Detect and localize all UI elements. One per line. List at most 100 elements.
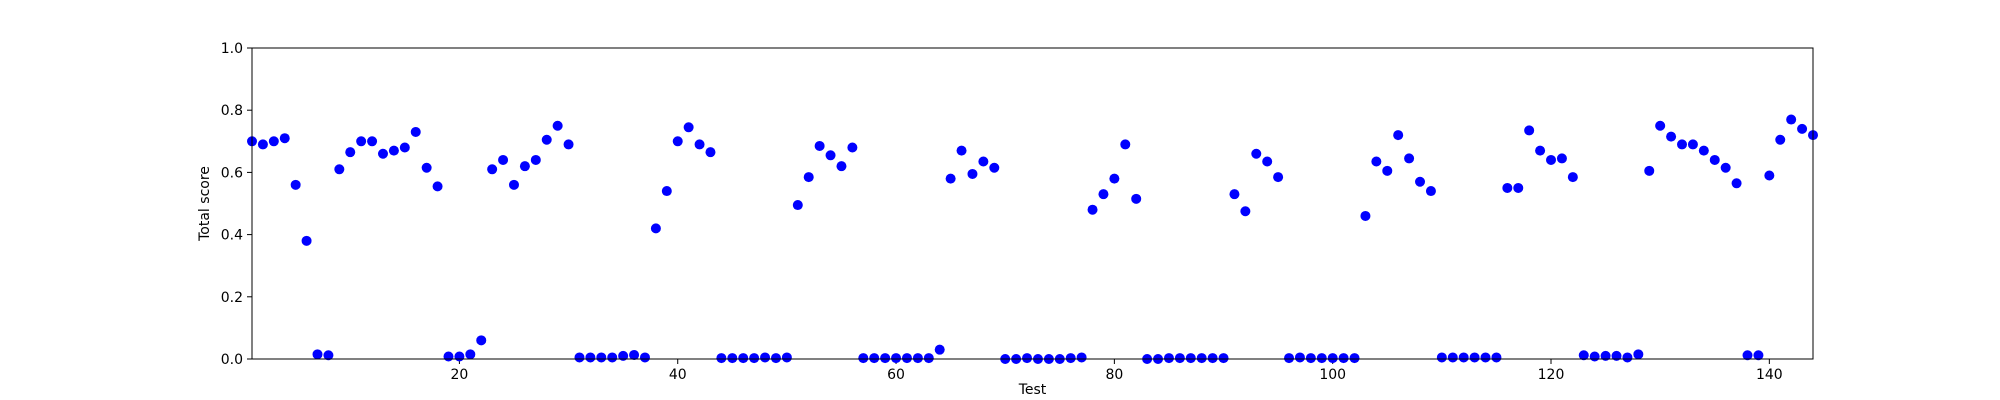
y-tick-label: 0.4 <box>221 228 243 244</box>
data-point <box>803 172 814 183</box>
data-point <box>356 136 367 147</box>
data-point <box>1338 353 1349 364</box>
data-point <box>443 351 454 362</box>
data-point <box>912 353 923 364</box>
data-point <box>716 353 727 364</box>
data-point <box>1251 148 1262 159</box>
data-point <box>1229 189 1240 200</box>
data-point <box>858 353 869 364</box>
data-point <box>661 186 672 197</box>
data-point <box>607 352 618 363</box>
data-point <box>1120 139 1131 150</box>
data-point <box>1273 172 1284 183</box>
data-point <box>1524 125 1535 136</box>
data-point <box>1513 182 1524 193</box>
data-point <box>1240 206 1251 217</box>
data-point <box>1185 353 1196 364</box>
data-point <box>760 352 771 363</box>
data-point <box>1687 139 1698 150</box>
data-point <box>596 352 607 363</box>
y-tick-label: 1.0 <box>221 41 243 57</box>
data-point <box>1709 154 1720 165</box>
data-point <box>301 235 312 246</box>
x-axis-ticks: 20 40 60 80 100 120 140 <box>450 359 1783 383</box>
data-point <box>519 161 530 172</box>
data-point <box>1316 353 1327 364</box>
data-point <box>530 154 541 165</box>
data-point <box>1284 353 1295 364</box>
data-point <box>749 353 760 364</box>
data-point <box>268 136 279 147</box>
data-point <box>388 145 399 156</box>
data-point <box>1535 145 1546 156</box>
data-point <box>563 139 574 150</box>
data-point <box>1349 353 1360 364</box>
data-point <box>257 139 268 150</box>
data-point <box>1797 123 1808 134</box>
data-point <box>847 142 858 153</box>
data-point <box>1360 210 1371 221</box>
data-point <box>978 156 989 167</box>
x-tick-label: 120 <box>1538 367 1565 383</box>
data-point <box>814 140 825 151</box>
data-point <box>1087 204 1098 215</box>
data-point <box>1480 352 1491 363</box>
data-point <box>1305 353 1316 364</box>
data-point <box>1109 173 1120 184</box>
data-point <box>1546 154 1557 165</box>
data-point <box>1611 350 1622 361</box>
data-point <box>956 145 967 156</box>
data-point <box>1567 172 1578 183</box>
data-point <box>825 150 836 161</box>
data-point <box>574 352 585 363</box>
data-point <box>1764 170 1775 181</box>
data-point <box>945 173 956 184</box>
data-point <box>1742 350 1753 361</box>
data-point <box>880 353 891 364</box>
data-point <box>618 350 629 361</box>
data-point <box>399 142 410 153</box>
data-point <box>1600 350 1611 361</box>
x-axis-label: Test <box>1018 382 1047 398</box>
data-point <box>901 353 912 364</box>
data-point <box>367 136 378 147</box>
data-point <box>377 148 388 159</box>
data-point <box>1131 193 1142 204</box>
data-point <box>650 223 661 234</box>
data-point <box>454 351 465 362</box>
data-point <box>629 349 640 360</box>
x-tick-label: 60 <box>887 367 905 383</box>
data-point <box>672 136 683 147</box>
data-point <box>1502 182 1513 193</box>
x-tick-label: 80 <box>1105 367 1123 383</box>
data-point <box>967 168 978 179</box>
data-point <box>541 134 552 145</box>
data-point <box>1677 139 1688 150</box>
data-point <box>1720 162 1731 173</box>
data-point <box>989 162 1000 173</box>
data-point <box>1393 130 1404 141</box>
data-point <box>465 349 476 360</box>
data-point <box>1262 156 1273 167</box>
data-point <box>432 181 443 192</box>
x-tick-label: 140 <box>1756 367 1783 383</box>
data-point <box>1371 156 1382 167</box>
data-point <box>1065 353 1076 364</box>
data-point <box>781 352 792 363</box>
data-point <box>705 147 716 158</box>
data-point <box>498 154 509 165</box>
y-tick-label: 0.8 <box>221 103 243 119</box>
data-point <box>1469 352 1480 363</box>
data-point <box>1415 176 1426 187</box>
data-point <box>639 352 650 363</box>
plot-frame <box>251 47 1814 360</box>
data-point <box>1644 165 1655 176</box>
data-point <box>1655 120 1666 131</box>
data-point <box>1753 350 1764 361</box>
data-point <box>1447 352 1458 363</box>
data-point <box>1098 189 1109 200</box>
data-point <box>770 353 781 364</box>
data-point <box>552 120 563 131</box>
data-point <box>312 349 323 360</box>
data-point <box>683 122 694 133</box>
